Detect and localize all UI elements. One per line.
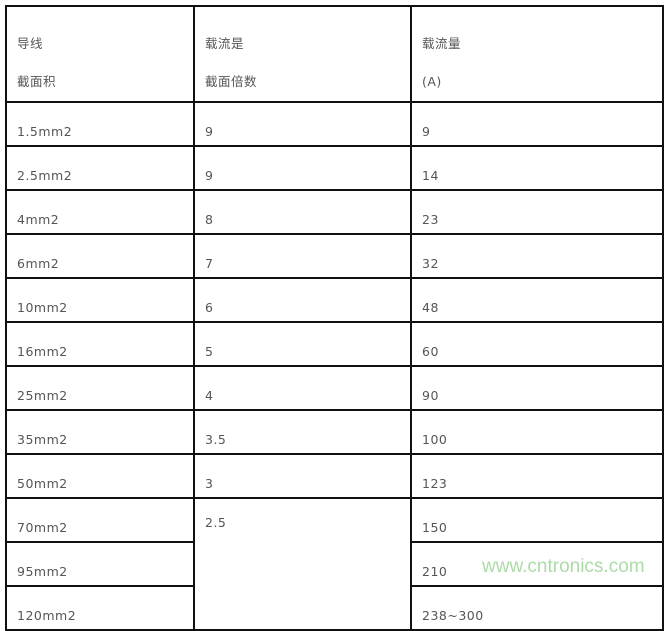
table-cell: 25mm2 (5, 365, 195, 411)
table-row: 2.5mm2 9 14 (5, 145, 664, 191)
header-line: 载流量 (422, 36, 462, 51)
table-row: 4mm2 8 23 (5, 189, 664, 235)
table-cell: 2.5mm2 (5, 145, 195, 191)
table-cell: 5 (193, 321, 412, 367)
header-line: 载流是 (205, 36, 245, 51)
table-cell: 6 (193, 277, 412, 323)
table-cell: 70mm2 (5, 497, 195, 543)
table-cell: 8 (193, 189, 412, 235)
table-cell: 95mm2 (5, 541, 195, 587)
table-row: 25mm2 4 90 (5, 365, 664, 411)
header-cell: 导线 截面积 (5, 5, 195, 103)
table-cell: 90 (410, 365, 664, 411)
table-cell: 60 (410, 321, 664, 367)
header-line: 截面积 (17, 74, 57, 89)
table-cell: 4 (193, 365, 412, 411)
table-cell: 10mm2 (5, 277, 195, 323)
table-cell: 50mm2 (5, 453, 195, 499)
header-row: 导线截面积 载流是截面倍数 载流量 (A) (5, 5, 664, 103)
table-row: 1.5mm2 9 9 (5, 101, 664, 147)
table-cell: 35mm2 (5, 409, 195, 455)
table-cell: 7 (193, 233, 412, 279)
header-line: 截面倍数 (205, 74, 258, 89)
table-row: 70mm2 2.5 150 (5, 497, 664, 631)
table-cell: 120mm2 (5, 585, 195, 631)
table-row: 6mm2 7 32 (5, 233, 664, 279)
table-cell: 48 (410, 277, 664, 323)
table-cell: 123 (410, 453, 664, 499)
table-cell: 32 (410, 233, 664, 279)
table-cell: 14 (410, 145, 664, 191)
table-cell: 100 (410, 409, 664, 455)
table-cell: 16mm2 (5, 321, 195, 367)
table-cell: 238~300 (410, 585, 664, 631)
table-cell: 2.5 (193, 497, 412, 631)
table-cell: 6mm2 (5, 233, 195, 279)
watermark: www.cntronics.com (482, 556, 645, 577)
table-cell: 150 (410, 497, 664, 543)
table-row: 16mm2 5 60 (5, 321, 664, 367)
table-row: 95mm2 210 (5, 541, 664, 587)
table-cell: 4mm2 (5, 189, 195, 235)
table-cell: 23 (410, 189, 664, 235)
header-cell: 载流量 (A) (410, 5, 664, 103)
table-row: 35mm2 3.5 100 (5, 409, 664, 455)
table-cell: 3 (193, 453, 412, 499)
cable-ampacity-table: 导线 截面积 载流是 截面倍数 载流量 (A) 1.5mm2 9 9 2.5mm2 9 14 4m… (5, 5, 664, 631)
table-cell: 9 (193, 101, 412, 147)
table-cell: 9 (410, 101, 664, 147)
table-cell: 1.5mm2 (5, 101, 195, 147)
table-row: 10mm2 6 48 (5, 277, 664, 323)
header-line: 导线 (17, 36, 44, 51)
table-cell: 9 (193, 145, 412, 191)
header-line: (A) (422, 74, 442, 89)
table-cell: 3.5 (193, 409, 412, 455)
table-cell: 210 (410, 541, 664, 587)
header-cell: 载流是 截面倍数 (193, 5, 412, 103)
table-row: 50mm2 3 123 (5, 453, 664, 499)
